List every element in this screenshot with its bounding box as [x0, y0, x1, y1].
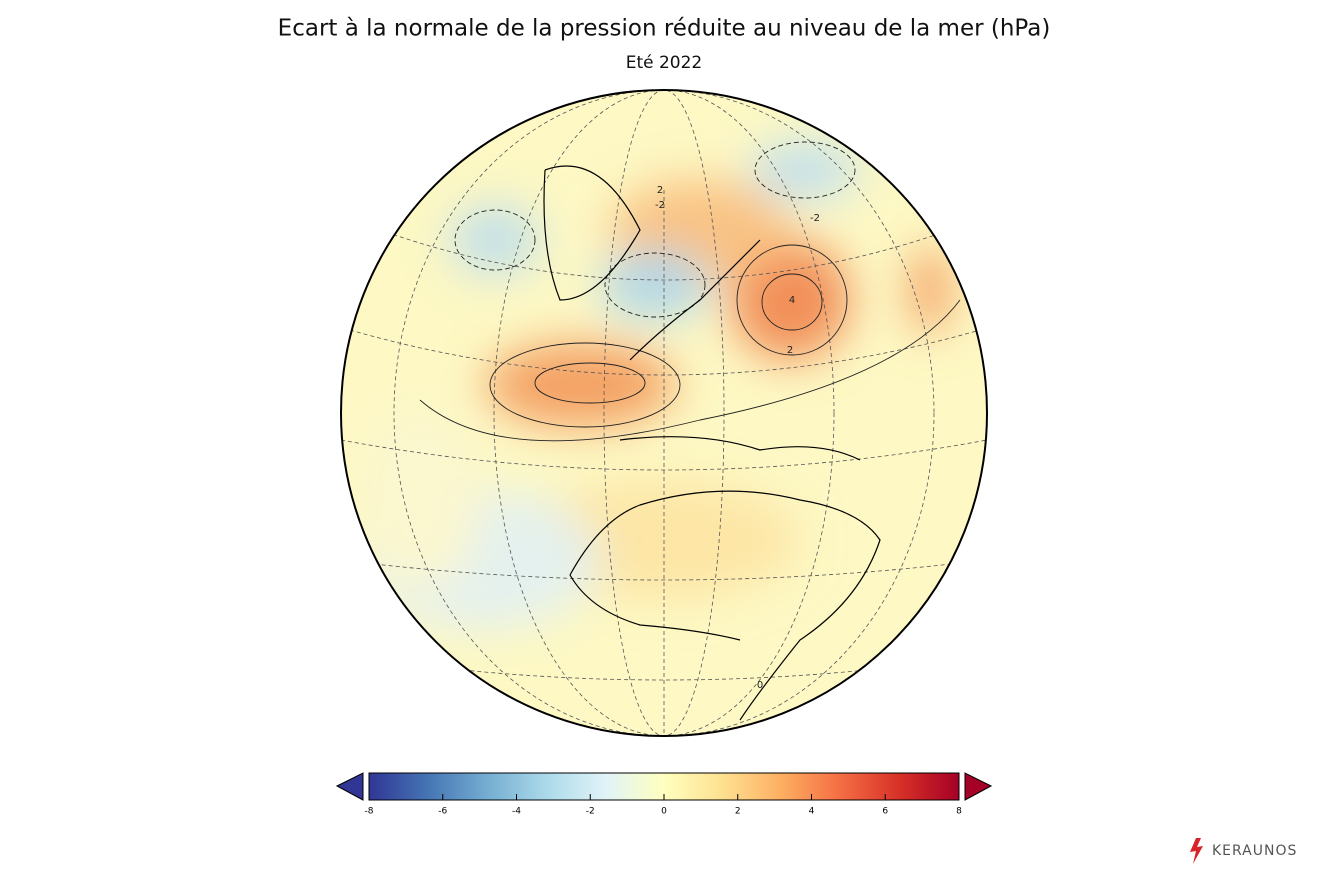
contour-label: -2: [655, 200, 665, 211]
colorbar-tick-label: 4: [809, 807, 815, 817]
title: Ecart à la normale de la pression réduit…: [278, 16, 1051, 42]
subtitle: Eté 2022: [626, 53, 703, 73]
colorbar-tick-label: -4: [512, 807, 521, 817]
colorbar-tick-label: 6: [882, 807, 888, 817]
colorbar-tick-label: 2: [735, 807, 741, 817]
colorbar-tick-label: -6: [438, 807, 447, 817]
colorbar-tick-label: -8: [365, 807, 374, 817]
contour-label: 2: [657, 185, 663, 196]
colorbar-tick-label: -2: [586, 807, 595, 817]
contour-label: -2: [810, 213, 820, 224]
logo-icon: [1190, 838, 1203, 864]
contours: [419, 141, 961, 442]
contour-label: 2: [787, 345, 793, 356]
contour-label: 0: [757, 680, 763, 691]
globe: [341, 90, 987, 736]
colorbar-tick-label: 8: [956, 807, 962, 817]
graticule: [341, 90, 987, 736]
colorbar-extend-low: [335, 772, 364, 801]
colorbar-extend-high: [964, 772, 993, 801]
colorbar-tick-label: 0: [661, 807, 667, 817]
contour-label: 4: [789, 295, 795, 306]
coastlines: [543, 165, 881, 721]
logo-text: KERAUNOS: [1212, 843, 1297, 859]
globe-outline: [340, 89, 988, 737]
